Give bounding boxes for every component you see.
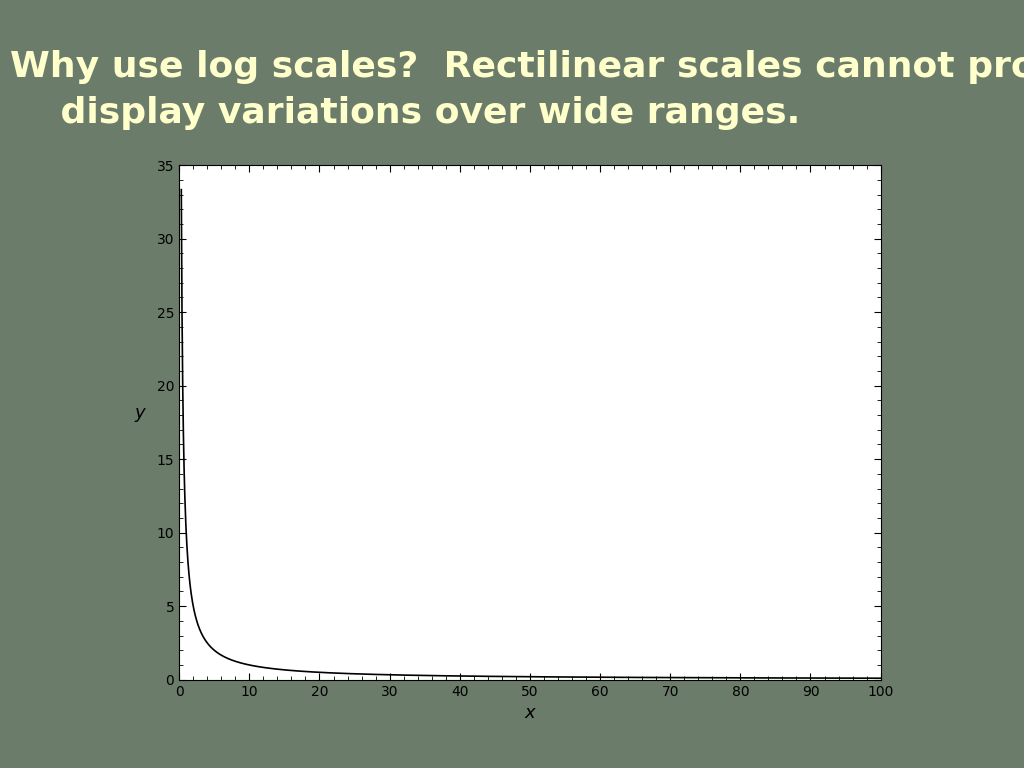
X-axis label: x: x xyxy=(524,704,536,722)
Y-axis label: y: y xyxy=(135,405,145,422)
Text: Why use log scales?  Rectilinear scales cannot properly: Why use log scales? Rectilinear scales c… xyxy=(10,50,1024,84)
Text: display variations over wide ranges.: display variations over wide ranges. xyxy=(10,96,801,130)
